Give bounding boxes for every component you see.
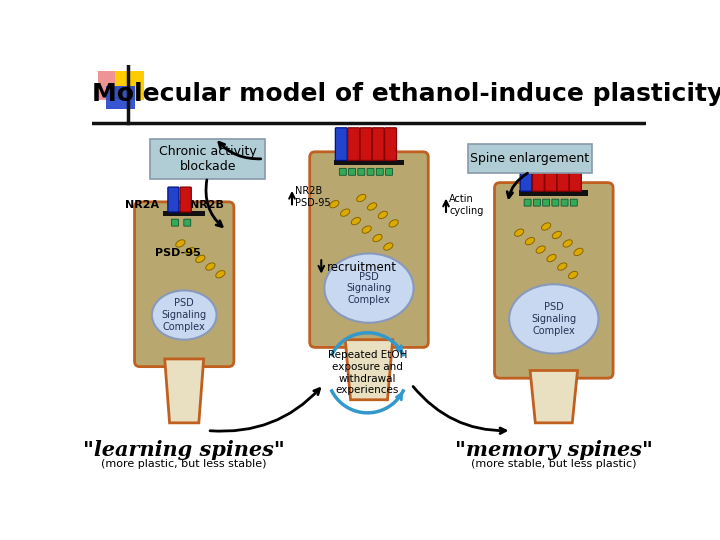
FancyBboxPatch shape [339,168,346,176]
Text: PSD
Signaling
Complex: PSD Signaling Complex [346,272,392,305]
Bar [115,71,144,100]
FancyBboxPatch shape [524,199,531,206]
Text: (more stable, but less plastic): (more stable, but less plastic) [471,458,636,469]
FancyBboxPatch shape [348,168,356,176]
FancyBboxPatch shape [543,199,549,206]
Ellipse shape [384,243,393,250]
Text: PSD-95: PSD-95 [155,248,201,259]
FancyBboxPatch shape [384,128,397,160]
FancyBboxPatch shape [150,139,265,179]
Text: PSD
Signaling
Complex: PSD Signaling Complex [161,299,207,332]
Text: Molecular model of ethanol-induce plasticity: Molecular model of ethanol-induce plasti… [92,82,720,106]
Ellipse shape [509,284,598,354]
FancyBboxPatch shape [385,168,392,176]
Ellipse shape [330,200,339,208]
Text: (more plastic, but less stable): (more plastic, but less stable) [102,458,267,469]
Text: NR2A: NR2A [125,200,160,210]
Ellipse shape [552,231,562,239]
FancyBboxPatch shape [467,144,593,173]
Ellipse shape [367,203,377,210]
Ellipse shape [574,248,583,255]
Ellipse shape [341,209,350,217]
Text: Spine enlargement: Spine enlargement [470,152,590,165]
FancyBboxPatch shape [520,159,532,191]
Ellipse shape [186,247,195,255]
FancyBboxPatch shape [171,219,179,226]
FancyBboxPatch shape [310,152,428,347]
FancyBboxPatch shape [168,187,179,212]
Ellipse shape [389,220,398,227]
Polygon shape [165,359,204,423]
Text: NR2B: NR2B [190,200,224,210]
FancyBboxPatch shape [552,199,559,206]
Polygon shape [346,340,392,400]
Ellipse shape [547,254,556,262]
Ellipse shape [373,234,382,242]
Text: Chronic activity
blockade: Chronic activity blockade [159,145,256,173]
Ellipse shape [206,263,215,270]
FancyBboxPatch shape [348,128,359,160]
Bar [334,159,404,165]
Ellipse shape [324,253,414,323]
Polygon shape [530,370,577,423]
FancyBboxPatch shape [570,159,581,191]
Ellipse shape [563,240,572,247]
Bar [106,86,135,110]
Ellipse shape [378,211,387,219]
FancyBboxPatch shape [360,128,372,160]
Ellipse shape [196,255,205,262]
Text: NR2B
PSD-95: NR2B PSD-95 [295,186,330,208]
Ellipse shape [558,263,567,270]
FancyBboxPatch shape [372,128,384,160]
Text: Repeated EtOH
exposure and
withdrawal
experiences: Repeated EtOH exposure and withdrawal ex… [328,350,407,395]
Ellipse shape [176,240,185,247]
Ellipse shape [515,229,523,237]
Ellipse shape [362,226,372,233]
Text: "learning spines": "learning spines" [84,440,285,460]
FancyBboxPatch shape [545,159,557,191]
Ellipse shape [569,272,577,279]
FancyBboxPatch shape [557,159,569,191]
Text: "memory spines": "memory spines" [455,440,653,460]
FancyBboxPatch shape [377,168,383,176]
Bar [519,190,588,195]
FancyBboxPatch shape [180,187,192,212]
Ellipse shape [536,246,545,253]
Bar [163,211,205,217]
FancyBboxPatch shape [336,128,347,160]
Ellipse shape [152,291,217,340]
FancyBboxPatch shape [561,199,568,206]
Ellipse shape [526,238,534,245]
FancyBboxPatch shape [495,183,613,378]
Ellipse shape [356,194,366,201]
FancyBboxPatch shape [534,199,540,206]
FancyBboxPatch shape [358,168,365,176]
Text: recruitment: recruitment [327,261,397,274]
FancyBboxPatch shape [135,202,234,367]
FancyBboxPatch shape [367,168,374,176]
Text: Actin
cycling: Actin cycling [449,194,483,216]
FancyBboxPatch shape [533,159,544,191]
Bar [98,71,127,100]
Ellipse shape [541,223,551,230]
Ellipse shape [351,218,361,225]
Text: PSD
Signaling
Complex: PSD Signaling Complex [531,302,577,335]
FancyBboxPatch shape [570,199,577,206]
Ellipse shape [216,271,225,278]
FancyBboxPatch shape [184,219,191,226]
